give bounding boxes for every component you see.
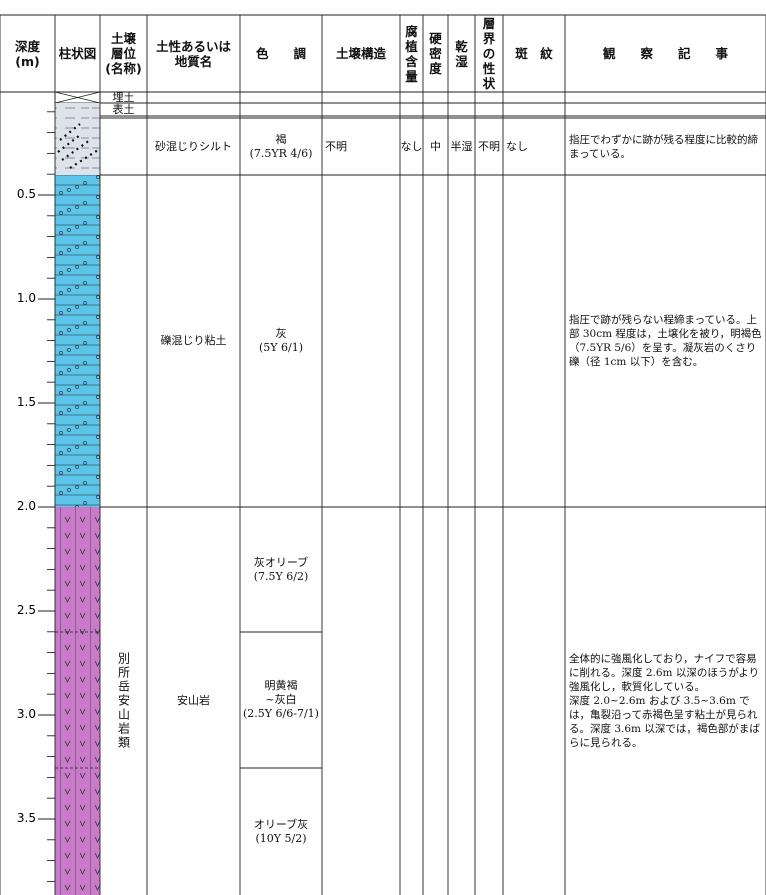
text-line: 色 調 <box>255 46 306 61</box>
soil-name: 砂混じりシルト <box>147 118 240 175</box>
soil-color: 灰 (5Y 6/1) <box>240 175 322 507</box>
header-cell: 土壌 層位 (名称) <box>100 15 147 92</box>
text-line: 指圧で跡が残らない程締まっている。上部 30cm 程度は，土壌化を被り，明褐色（… <box>569 314 762 368</box>
header-cell: 色 調 <box>240 15 322 92</box>
text-line: 土性あるいは <box>155 38 231 54</box>
text-line: オリーブ灰 <box>253 817 309 831</box>
text-line: 埋土 <box>112 90 135 104</box>
text-line: 柱状図 <box>58 46 97 61</box>
horizon: 別所岳安山岩類 <box>100 507 147 895</box>
depth-label: 1.0 <box>16 291 36 305</box>
text-line: (m) <box>15 53 40 69</box>
header-cell: 土性あるいは 地質名 <box>147 15 240 92</box>
soil-color: 明黄褐 ~灰白 (2.5Y 6/6-7/1) <box>240 632 322 768</box>
text-line: 灰オリーブ <box>253 555 309 569</box>
soil-color: オリーブ灰 (10Y 5/2) <box>240 768 322 895</box>
depth-label: 1.5 <box>16 395 36 409</box>
text-line: 全体的に強風化しており，ナイフで容易に削れる。深度 2.6m 以深のほうがより強… <box>569 653 760 693</box>
text-line: 深度 2.0~2.6m および 3.5~3.6m では，亀裂沿って赤褐色呈す粘土… <box>569 695 760 749</box>
text-line: 観 察 記 事 <box>602 46 728 61</box>
text-line: 腐植含量 <box>405 23 418 84</box>
observation: 指圧でわずかに跡が残る程度に比較的締まっている。 <box>565 118 766 175</box>
text-line: 半湿 <box>450 139 473 153</box>
text-line: なし <box>400 139 423 153</box>
text-line: (7.5Y 6/2) <box>253 569 309 583</box>
depth-label: 3.5 <box>16 811 36 825</box>
text-line: 指圧でわずかに跡が残る程度に比較的締まっている。 <box>569 133 758 160</box>
text-line: 灰 <box>275 327 287 340</box>
header-cell: 硬密度 <box>423 15 448 92</box>
text-line: 土壌 <box>110 31 136 46</box>
text-line: 層位 <box>110 46 136 61</box>
header-cell: 観 察 記 事 <box>565 15 766 92</box>
header-cell: 斑 紋 <box>503 15 565 92</box>
header-cell: 層界の性状 <box>475 15 503 92</box>
text-line: 不明 <box>325 139 347 153</box>
header-cell: 柱状図 <box>55 15 100 92</box>
text-line: 不明 <box>478 139 500 153</box>
text-line: (名称) <box>105 61 142 76</box>
boundary: 不明 <box>475 118 503 175</box>
text-line: (7.5YR 4/6) <box>249 146 313 160</box>
text-line: 中 <box>430 139 441 153</box>
text-line: 地質名 <box>174 53 213 69</box>
text-line: 斑 紋 <box>515 46 553 61</box>
text-line: 乾湿 <box>455 38 468 69</box>
header-cell: 土壌構造 <box>322 15 400 92</box>
humus: なし <box>400 118 423 175</box>
text-line: 礫混じり粘土 <box>160 334 227 347</box>
soil-name: 礫混じり粘土 <box>147 175 240 507</box>
structure: 不明 <box>322 118 400 175</box>
mottles: なし <box>503 118 565 175</box>
depth-label: 3.0 <box>16 707 36 721</box>
text-line: (10Y 5/2) <box>255 831 307 845</box>
hardness: 中 <box>423 118 448 175</box>
soil-color: 褐 (7.5YR 4/6) <box>240 118 322 175</box>
depth-label: 0.5 <box>16 187 36 201</box>
depth-label: 2.5 <box>16 603 36 617</box>
text-line: (2.5Y 6/6-7/1) <box>243 707 319 720</box>
moisture: 半湿 <box>448 118 475 175</box>
text-line: 明黄褐 <box>264 679 298 692</box>
text-line: 深度 <box>14 38 40 54</box>
horizon: 埋土 <box>100 90 147 104</box>
text-line: 土壌構造 <box>335 46 386 61</box>
text-line: 砂混じりシルト <box>155 139 232 153</box>
observation: 指圧で跡が残らない程締まっている。上部 30cm 程度は，土壌化を被り，明褐色（… <box>565 175 766 507</box>
observation: 全体的に強風化しており，ナイフで容易に削れる。深度 2.6m 以深のほうがより強… <box>565 507 766 895</box>
text-line: 表土 <box>112 103 135 116</box>
text-line: 層界の性状 <box>482 16 496 91</box>
soil-color: 灰オリーブ (7.5Y 6/2) <box>240 507 322 632</box>
text-line: 褐 <box>275 132 287 146</box>
depth-label: 2.0 <box>16 499 36 513</box>
soil-name: 安山岩 <box>147 507 240 895</box>
header-cell: 深度 (m) <box>0 15 55 92</box>
text-line: 別所岳安山岩類 <box>116 652 131 750</box>
text-line: (5Y 6/1) <box>258 341 304 354</box>
header-cell: 腐植含量 <box>400 15 423 92</box>
text-line: 安山岩 <box>177 694 210 707</box>
text-line: 硬密度 <box>429 31 442 76</box>
text-line: ~灰白 <box>265 693 297 706</box>
text-line: なし <box>506 139 528 153</box>
header-cell: 乾湿 <box>448 15 475 92</box>
horizon: 表土 <box>100 103 147 117</box>
